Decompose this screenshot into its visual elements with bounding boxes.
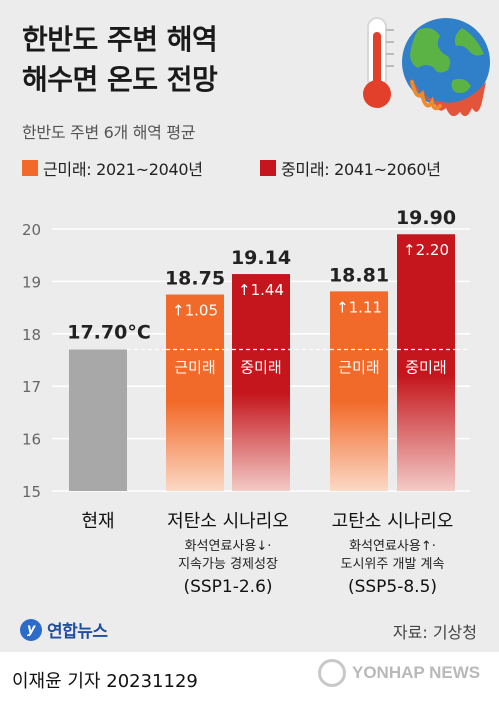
watermark-circle-icon	[318, 659, 346, 687]
category-code: (SSP1-2.6)	[183, 577, 272, 597]
category-label-current: 현재	[81, 511, 114, 532]
delta-label: ↑1.44	[238, 281, 284, 299]
y-axis-tick-labels: 15 16 17 18 19 20	[22, 221, 41, 501]
legend-label-mid: 중미래: 2041~2060년	[281, 160, 441, 179]
bar-high-carbon-near	[330, 291, 388, 491]
y-tick-label: 15	[22, 483, 41, 501]
y-tick-label: 19	[22, 273, 41, 291]
yonhap-logo: y 연합뉴스	[20, 617, 108, 642]
category-label: 고탄소 시나리오	[332, 511, 454, 532]
y-tick-label: 20	[22, 221, 41, 239]
source-note: 자료: 기상청	[392, 623, 477, 642]
temperature-bar-chart: 15 16 17 18 19 20 17.70°C 18.75 ↑1.05 근미래 19.14 ↑1…	[22, 207, 470, 597]
data-label: 19.90	[396, 207, 456, 229]
watermark-text: YONHAP NEWS	[352, 663, 481, 682]
delta-label: ↑2.20	[403, 241, 449, 259]
title-line-1: 한반도 주변 해역	[22, 23, 218, 56]
legend-near-future: 근미래: 2021~2040년	[22, 157, 203, 179]
category-desc-1: 화석연료사용↑·	[349, 539, 436, 554]
delta-label: ↑1.05	[172, 302, 218, 320]
bar-low-carbon-mid	[232, 274, 290, 491]
y-tick-label: 16	[22, 431, 41, 449]
bar-current	[69, 349, 127, 491]
title-line-2: 해수면 온도 전망	[22, 63, 218, 96]
category-code: (SSP5-8.5)	[348, 577, 437, 597]
footer-bar	[0, 652, 499, 701]
data-label-current: 17.70°C	[67, 322, 151, 344]
legend-swatch-near	[22, 160, 38, 176]
byline: 이재윤 기자 20231129	[12, 671, 198, 692]
series-in-bar-label: 근미래	[174, 359, 215, 377]
data-label: 18.75	[165, 268, 225, 290]
category-desc-2: 지속가능 경제성장	[178, 557, 278, 572]
legend-swatch-mid	[260, 160, 276, 176]
legend-mid-future: 중미래: 2041~2060년	[260, 157, 441, 179]
category-label: 저탄소 시나리오	[167, 511, 289, 532]
logo-text: 연합뉴스	[47, 622, 108, 642]
series-in-bar-label: 중미래	[240, 359, 281, 377]
series-in-bar-label: 근미래	[338, 359, 379, 377]
page-title: 한반도 주변 해역 해수면 온도 전망	[22, 20, 362, 100]
yonhap-watermark: YONHAP NEWS	[318, 655, 490, 691]
bar-high-carbon-mid	[397, 234, 455, 492]
y-tick-label: 18	[22, 326, 41, 344]
subtitle: 한반도 주변 6개 해역 평균	[22, 123, 196, 142]
delta-label: ↑1.11	[336, 298, 382, 316]
data-label: 19.14	[231, 247, 291, 269]
legend-label-near: 근미래: 2021~2040년	[43, 160, 203, 179]
data-label: 18.81	[329, 264, 389, 286]
bar-low-carbon-near	[166, 294, 224, 491]
data-labels: 17.70°C 18.75 ↑1.05 근미래 19.14 ↑1.44 중미래 18.81 ↑1…	[67, 207, 456, 376]
yonhap-logo-mark-icon: y	[20, 618, 42, 641]
category-desc-1: 화석연료사용↓·	[185, 539, 272, 554]
y-tick-label: 17	[22, 378, 41, 396]
category-desc-2: 도시위주 개발 계속	[341, 557, 445, 572]
series-in-bar-label: 중미래	[405, 359, 446, 377]
thermometer-globe-icon	[358, 10, 492, 125]
bars	[69, 234, 455, 492]
